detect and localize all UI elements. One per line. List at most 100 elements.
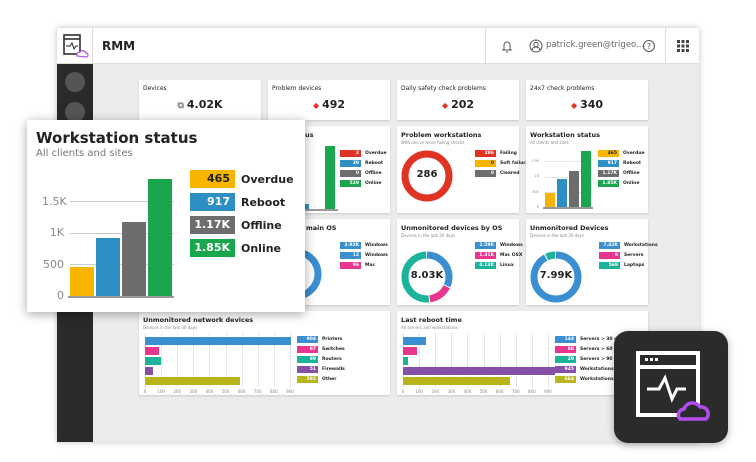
card-title: Workstation status: [530, 131, 600, 139]
gridline: [419, 333, 421, 387]
popup-title: Workstation status: [36, 129, 198, 147]
bar: [557, 179, 567, 207]
kpi-value: 340: [580, 98, 604, 111]
legend-value: 8: [599, 251, 620, 259]
legend-value: 917: [190, 193, 235, 211]
app-logo[interactable]: [57, 28, 93, 64]
donut-chart: [530, 251, 582, 303]
user-icon[interactable]: [529, 39, 543, 53]
y-tick-label: 1.5K: [531, 159, 539, 164]
legend-value: 29: [555, 355, 576, 363]
gridline: [209, 333, 211, 387]
legend-item: 144 Servers > 30 days: [555, 335, 626, 343]
x-tick-label: 100: [415, 389, 423, 394]
x-tick-label: 700: [511, 389, 520, 394]
kpi-card: Daily safety check problems ◆ 202: [397, 80, 519, 120]
x-tick-label: 100: [157, 389, 165, 394]
x-tick-label: 0: [401, 389, 405, 394]
legend-item: 29 Servers > 90 days: [555, 355, 626, 363]
apps-grid-icon[interactable]: [677, 40, 689, 52]
legend-item: 1.17K Offline: [598, 169, 640, 177]
legend-item: 569 Laptops: [599, 261, 644, 269]
kpi-value: 4.02K: [186, 98, 223, 111]
legend-label: Overdue: [623, 150, 645, 156]
legend-item: 87 Switches: [297, 345, 345, 353]
kpi-title: Problem devices: [272, 85, 322, 92]
legend-value: 2.59K: [475, 241, 496, 249]
unmonitored-by-os-card: Unmonitored devices by OS Devices in the …: [397, 219, 523, 305]
x-tick-label: 900: [544, 389, 552, 394]
donut-chart: [401, 251, 453, 303]
x-tick-label: 200: [173, 389, 182, 394]
divider: [665, 28, 666, 64]
legend-label: Servers > 30 days: [580, 336, 626, 342]
bar: [70, 266, 94, 296]
legend-item: 1.85K Online: [598, 179, 639, 187]
card-subtitle: Devices in the last 30 days: [530, 233, 585, 238]
workstation-status-card: Workstation status All clients and sites 0…: [526, 126, 648, 213]
monitor-cloud-icon: [636, 351, 710, 421]
donut-center-value: 8.03K: [410, 270, 444, 281]
legend-item: 0 Cleared: [475, 169, 519, 177]
legend-item: 7.42K Workstations: [599, 241, 658, 249]
legend-label: Firewalls: [322, 366, 345, 372]
legend-value: 917: [598, 159, 619, 167]
kpi-value-row: ◆ 492: [268, 98, 390, 111]
gridline: [225, 333, 227, 387]
gridline: [545, 161, 593, 163]
gridline: [435, 333, 437, 387]
legend-item: 39 Reboot: [340, 159, 383, 167]
legend-value: 1.85K: [190, 239, 235, 257]
legend-label: Servers > 60 days: [580, 346, 626, 352]
popup-legend-item: 465 Overdue: [190, 170, 294, 188]
legend-item: 2 Overdue: [340, 149, 387, 157]
legend-label: Failing: [500, 150, 517, 156]
legend-label: Servers: [624, 252, 644, 258]
legend-value: 7.42K: [599, 241, 620, 249]
legend-label: Routers: [322, 356, 342, 362]
bar: [325, 145, 335, 209]
donut-slice: [530, 251, 582, 303]
bar: [403, 377, 510, 385]
card-subtitle: Devices in the last 30 days: [401, 233, 456, 238]
legend-value: 1.85K: [598, 179, 619, 187]
alert-diamond-icon: ◆: [570, 101, 578, 110]
legend-value: 2: [340, 149, 361, 157]
legend-item: 664 Workstations > 9: [555, 375, 624, 383]
bar: [145, 377, 241, 385]
legend-label: Reboot: [365, 160, 384, 166]
legend-value: 1.17K: [190, 216, 235, 234]
legend-label: Laptops: [624, 262, 645, 268]
gridline: [241, 333, 243, 387]
kpi-value: 492: [322, 98, 346, 111]
bar: [145, 347, 160, 355]
donut-slice: [401, 251, 453, 303]
user-email[interactable]: patrick.green@trigeo...: [546, 40, 645, 50]
devices-icon: ⧉: [177, 101, 184, 111]
card-title-fragment: main OS: [306, 224, 337, 232]
sidebar-item[interactable]: [65, 72, 85, 92]
bar: [122, 222, 146, 296]
legend-label: Printers: [322, 336, 343, 342]
help-icon[interactable]: ?: [642, 39, 656, 53]
legend-label: Cleared: [500, 170, 520, 176]
donut-center-value: 286: [416, 169, 438, 180]
popup-legend-item: 1.85K Online: [190, 239, 281, 257]
legend-value: 529: [340, 179, 361, 187]
gridline: [548, 333, 549, 387]
legend-item: 529 Online: [340, 179, 381, 187]
bell-icon[interactable]: [501, 39, 513, 53]
bar: [569, 171, 579, 207]
legend-value: 904: [297, 335, 318, 343]
kpi-value-row: ⧉ 4.02K: [139, 98, 261, 111]
sidebar-item[interactable]: [65, 102, 85, 122]
donut-center-value: 7.99K: [539, 270, 573, 281]
legend-item: 904 Printers: [297, 335, 342, 343]
legend-label: Offline: [241, 218, 282, 232]
y-tick-label: 1.5K: [42, 194, 67, 208]
x-tick-label: 300: [447, 389, 456, 394]
legend-label: Online: [365, 180, 382, 186]
legend-value: 0: [475, 159, 496, 167]
bar: [145, 337, 291, 345]
legend-value: 0: [340, 169, 361, 177]
